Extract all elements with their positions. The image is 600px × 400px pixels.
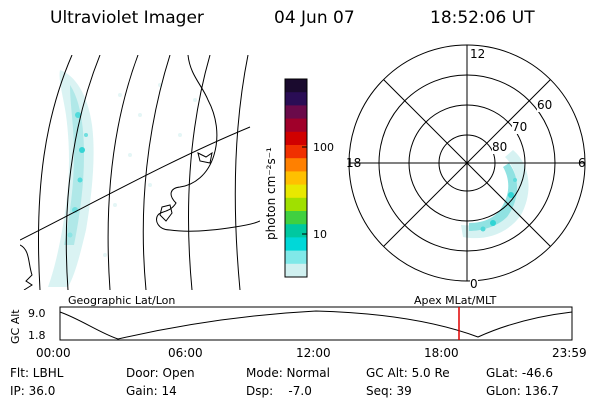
- polar-label-70: 70: [512, 120, 528, 134]
- polar-label-12: 12: [470, 47, 486, 61]
- time-label: 18:52:06 UT: [430, 8, 535, 28]
- colorbar-segment: [285, 197, 307, 212]
- ip-value: IP: 36.0: [10, 384, 56, 398]
- colorbar-segment: [285, 250, 307, 265]
- timeline-tick-0000: 00:00: [36, 346, 71, 360]
- gain-value: Gain: 14: [126, 384, 177, 398]
- mode-value: Mode: Normal: [246, 366, 330, 380]
- colorbar-tick-100: 100: [313, 141, 334, 154]
- colorbar: [284, 78, 308, 278]
- colorbar-segment: [285, 211, 307, 225]
- timeline-tick-1200: 12:00: [296, 346, 331, 360]
- aurora-band-polar: [461, 150, 529, 239]
- glat-value: GLat: -46.6: [486, 366, 553, 380]
- altitude-timeline: [59, 306, 573, 341]
- colorbar-segment: [285, 105, 307, 120]
- colorbar-segment: [285, 171, 307, 186]
- gc-alt-value: GC Alt: 5.0 Re: [366, 366, 450, 380]
- colorbar-segment: [285, 224, 307, 238]
- timeline-left-label: Geographic Lat/Lon: [68, 294, 176, 307]
- dsp-value: Dsp: -7.0: [246, 384, 312, 398]
- filter-value: Flt: LBHL: [10, 366, 64, 380]
- colorbar-segment: [285, 92, 307, 106]
- polar-label-0: 0: [470, 277, 478, 291]
- timeline-axis-label: GC Alt: [9, 309, 22, 344]
- geographic-map: [20, 55, 260, 290]
- polar-label-60: 60: [537, 98, 553, 112]
- polar-plot: [348, 44, 586, 282]
- colorbar-segment: [285, 79, 307, 93]
- colorbar-unit-label: photon cm⁻²s⁻¹: [264, 147, 278, 240]
- colorbar-segment: [285, 263, 307, 278]
- colorbar-segment: [285, 131, 307, 146]
- colorbar-segment: [285, 237, 307, 252]
- timeline-right-label: Apex MLat/MLT: [414, 294, 497, 307]
- colorbar-segment: [285, 184, 307, 199]
- polar-label-80: 80: [492, 140, 508, 154]
- timeline-tick-1800: 18:00: [424, 346, 459, 360]
- timeline-tick-2359: 23:59: [552, 346, 587, 360]
- timeline-tick-0600: 06:00: [168, 346, 203, 360]
- polar-label-18: 18: [346, 156, 362, 170]
- polar-label-6: 6: [578, 156, 586, 170]
- timeline-y-bottom: 1.8: [28, 329, 46, 342]
- door-status: Door: Open: [126, 366, 195, 380]
- seq-value: Seq: 39: [366, 384, 412, 398]
- glon-value: GLon: 136.7: [486, 384, 559, 398]
- colorbar-segment: [285, 145, 307, 159]
- colorbar-segment: [285, 118, 307, 133]
- colorbar-tick-10: 10: [313, 228, 327, 241]
- timeline-y-top: 9.0: [28, 307, 46, 320]
- date-label: 04 Jun 07: [274, 8, 355, 28]
- instrument-title: Ultraviolet Imager: [50, 8, 204, 28]
- colorbar-segment: [285, 158, 307, 172]
